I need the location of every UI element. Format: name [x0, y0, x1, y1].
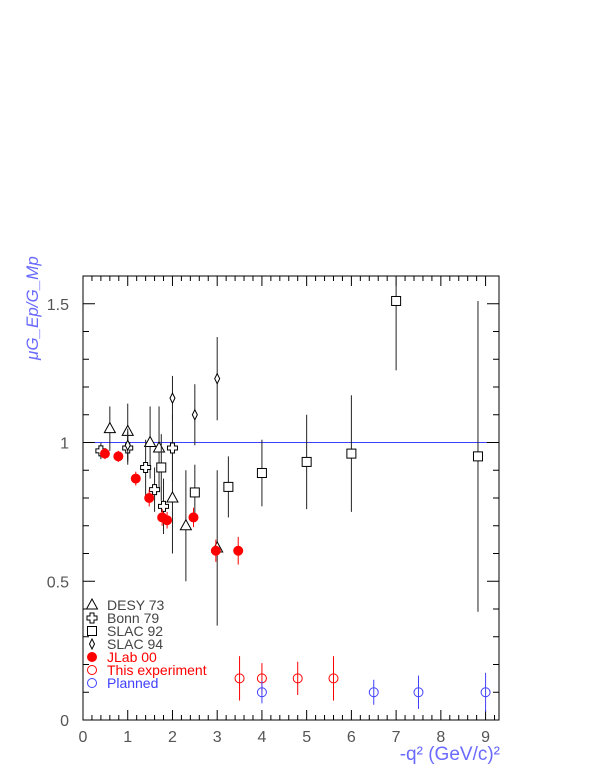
data-point — [368, 687, 379, 698]
x-tick-label: 3 — [213, 729, 222, 746]
legend-marker — [87, 652, 97, 662]
data-point — [292, 673, 303, 684]
data-point — [99, 448, 110, 459]
legend-marker — [87, 678, 97, 688]
x-tick-label: 1 — [123, 729, 132, 746]
x-axis-label: -q² (GeV/c)² — [400, 744, 500, 765]
data-point — [152, 441, 166, 453]
data-point — [143, 435, 157, 447]
axes-layer: 0 1 2 3 4 5 6 7 8 9 0 0.5 1 1.5 — [47, 275, 500, 746]
series-slac-94 — [124, 337, 221, 462]
data-layer — [95, 276, 491, 712]
legend-label: DESY 73 — [107, 597, 165, 613]
x-tick-label: 2 — [168, 729, 177, 746]
data-point — [191, 408, 198, 421]
data-point — [144, 493, 155, 503]
data-point — [233, 545, 244, 556]
data-point — [328, 673, 339, 684]
data-point — [346, 448, 357, 459]
x-tick-label: 7 — [392, 729, 401, 746]
data-point — [124, 439, 131, 452]
data-point — [156, 462, 167, 473]
legend-label: Planned — [107, 675, 158, 691]
data-point — [223, 481, 234, 492]
x-tick-label: 8 — [436, 729, 445, 746]
data-point — [391, 295, 402, 306]
data-point — [256, 687, 267, 698]
series-jlab-00 — [99, 448, 244, 565]
x-tick-label: 4 — [257, 729, 266, 746]
y-axis-label: μG_Ep/G_Mp — [23, 256, 42, 361]
data-point — [413, 687, 424, 698]
data-point — [189, 487, 200, 498]
data-point — [103, 421, 117, 434]
legend-label: This experiment — [107, 662, 207, 678]
data-point — [158, 500, 170, 512]
y-tick-label: 0 — [60, 713, 69, 730]
axis-labels: μG_Ep/G_Mp -q² (GeV/c)² — [23, 256, 500, 765]
data-point — [162, 515, 173, 526]
data-point — [166, 490, 179, 503]
legend-label: Bonn 79 — [107, 610, 159, 626]
legend-label: SLAC 94 — [107, 636, 163, 652]
legend-marker — [85, 597, 99, 610]
series-slac-92 — [156, 276, 483, 612]
data-point — [130, 473, 141, 484]
data-point — [179, 518, 193, 531]
data-point — [188, 512, 199, 523]
data-point — [472, 451, 483, 462]
data-point — [210, 545, 221, 556]
data-point — [140, 461, 152, 473]
data-point — [169, 391, 176, 405]
legend-label: SLAC 92 — [107, 623, 163, 639]
data-point — [256, 468, 267, 479]
legend-marker — [87, 665, 97, 675]
data-point — [214, 372, 221, 385]
data-point — [166, 442, 178, 454]
data-point — [301, 456, 312, 467]
data-point — [113, 451, 124, 462]
y-tick-label: 1.5 — [47, 297, 69, 314]
legend-label: JLab 00 — [107, 649, 157, 665]
y-tick-label: 0.5 — [47, 574, 69, 591]
series-bonn-79 — [95, 414, 178, 535]
x-tick-label: 5 — [302, 729, 311, 746]
legend-marker — [87, 626, 97, 636]
x-tick-label: 9 — [481, 729, 490, 746]
series-planned — [256, 672, 491, 712]
data-point — [149, 484, 161, 496]
legend-marker — [86, 612, 98, 624]
data-point — [234, 673, 245, 684]
x-tick-label: 6 — [347, 729, 356, 746]
y-tick-label: 1 — [60, 436, 69, 453]
legend-marker — [88, 637, 96, 651]
x-tick-label: 0 — [79, 729, 88, 746]
series-this-experiment — [234, 656, 339, 701]
data-point — [480, 687, 491, 698]
